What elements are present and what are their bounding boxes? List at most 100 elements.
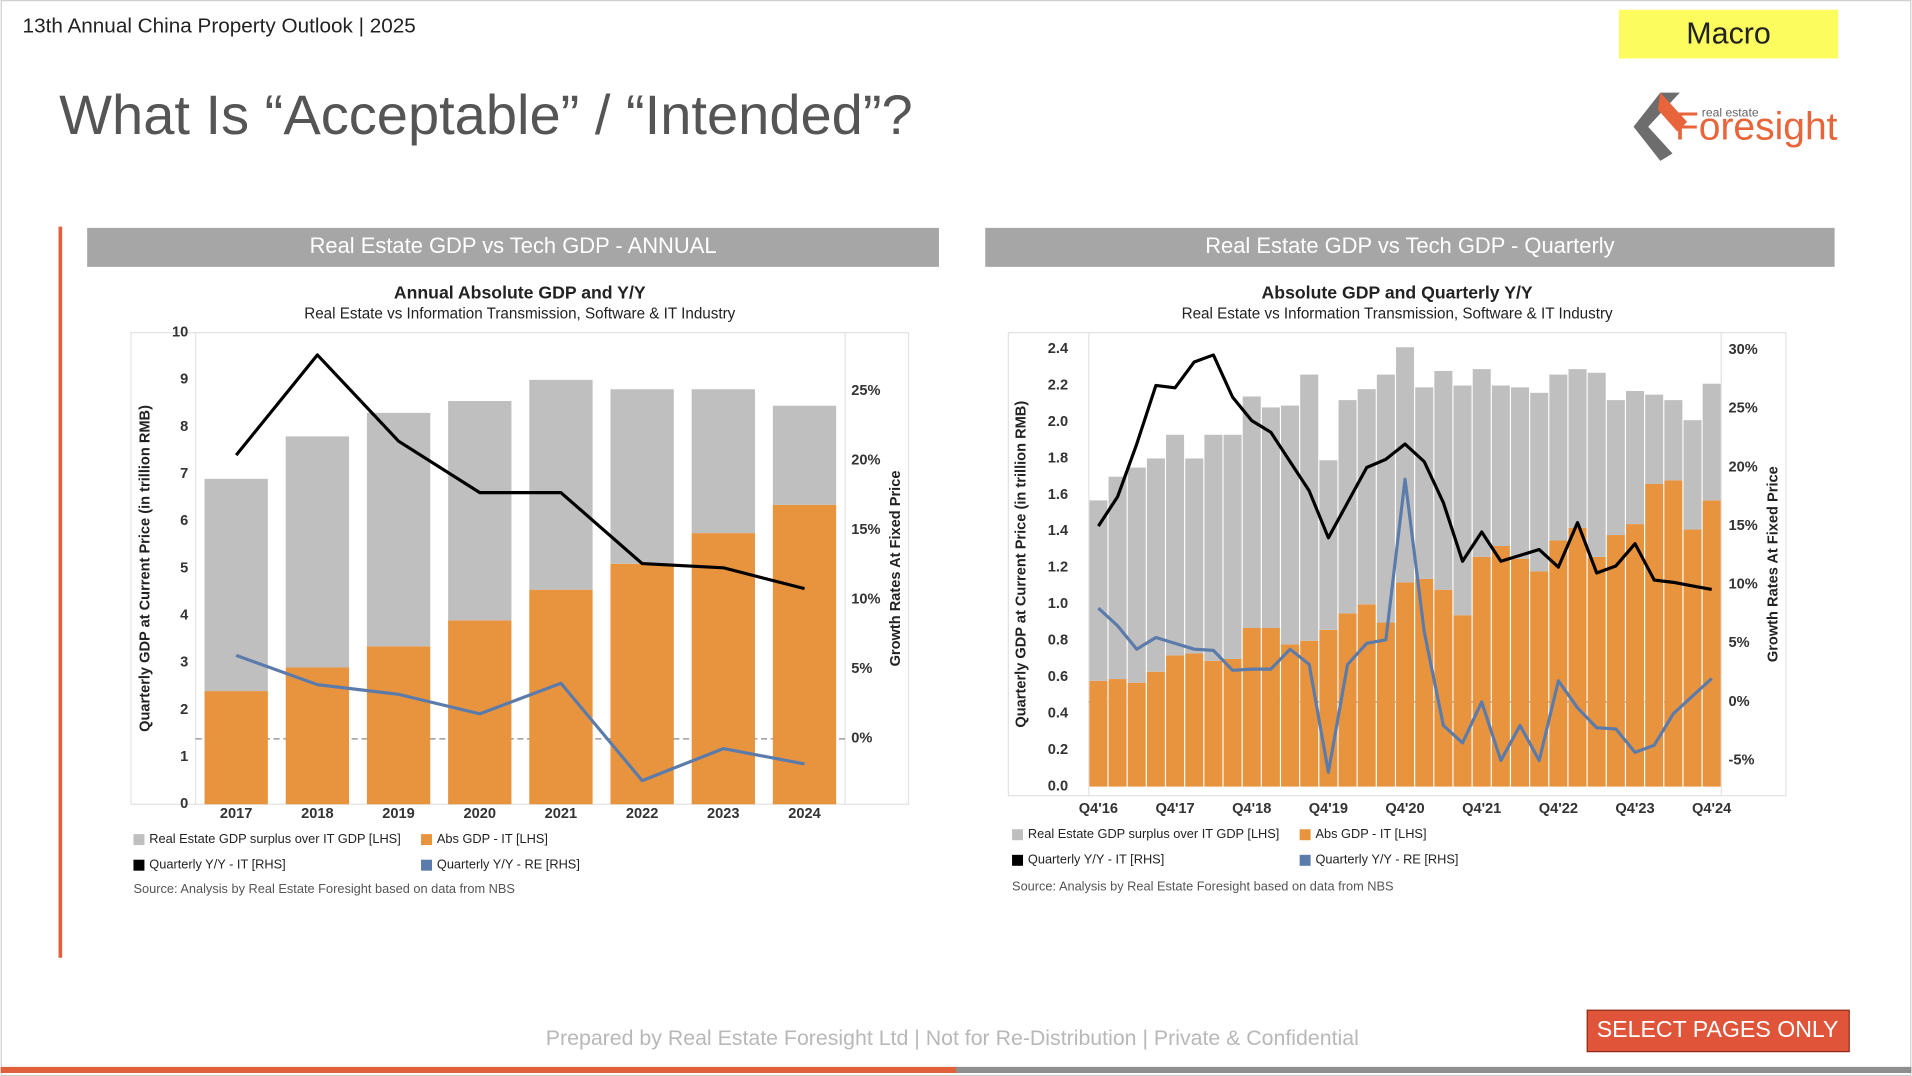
bar [1645,483,1664,787]
panel-title: Real Estate GDP vs Tech GDP - Quarterly [1205,233,1614,258]
bar [1261,628,1280,787]
line-series [1097,477,1713,774]
bar [1530,392,1549,572]
legend-swatch [421,859,433,871]
bar [1683,529,1702,787]
bar [1568,369,1587,528]
x-tick-label: Q4'19 [1309,801,1348,817]
y-tick-label: 1.2 [1048,560,1068,576]
bar [1472,369,1491,557]
bar [1396,582,1415,787]
bar [1702,500,1721,787]
bar [1089,500,1108,681]
x-tick-label: Q4'22 [1539,801,1578,817]
x-tick-label: 2018 [301,806,334,822]
chart-subtitle: Real Estate vs Information Transmission,… [1182,305,1613,322]
x-tick-label: 2023 [707,806,740,822]
bar [204,691,268,805]
logo: real estate Foresight [1633,92,1838,161]
legend-label: Quarterly Y/Y - IT [RHS] [149,857,285,872]
line-series [234,353,805,591]
y-tick-label: 1.8 [1048,450,1068,466]
legend-swatch [1012,829,1024,841]
legend-label: Abs GDP - IT [LHS] [1315,826,1426,841]
y-tick-label: 0.6 [1048,669,1068,685]
bar [1300,640,1319,787]
bar [285,667,350,805]
legend-label: Quarterly Y/Y - IT [RHS] [1028,852,1164,867]
y-tick-label: 2.0 [1048,414,1068,430]
y-tick-label: 4 [180,607,189,623]
y-tick-label: 1.6 [1048,487,1068,503]
bar [1415,387,1434,579]
y-tick-label: 3 [180,655,188,671]
bar [1702,383,1721,501]
x-tick-label: 2020 [464,806,497,822]
panel-banner [985,227,1835,267]
bar [1166,655,1185,787]
bar [1223,658,1242,787]
bar [1664,400,1683,481]
bar [1434,370,1453,590]
bar [1645,394,1664,484]
x-tick-label: Q4'16 [1079,801,1118,817]
plot-frame [130,332,910,805]
legend-label: Abs GDP - IT [LHS] [437,831,548,846]
y-tick-label: 1 [180,749,188,765]
legend-label: Quarterly Y/Y - RE [RHS] [1315,852,1458,867]
x-tick-label: Q4'17 [1155,801,1194,817]
legend-label: Real Estate GDP surplus over IT GDP [LHS… [149,831,400,846]
bar [529,589,593,805]
bar [1549,374,1568,541]
y2-tick-label: 15% [851,522,880,538]
slide-title: What Is “Acceptable” / “Intended”? [59,83,913,146]
bar [1108,679,1127,787]
bar [691,389,755,534]
y-tick-label: 7 [180,466,188,482]
y2-axis-title: Growth Rates At Fixed Price [888,471,904,667]
x-tick-label: 2021 [545,806,578,822]
source-note: Source: Analysis by Real Estate Foresigh… [133,881,515,896]
legend-label: Real Estate GDP surplus over IT GDP [LHS… [1028,826,1279,841]
legend-swatch [421,834,433,846]
bar [529,379,593,590]
badge-label: SELECT PAGES ONLY [1597,1016,1839,1042]
y2-axis-title: Growth Rates At Fixed Price [1766,466,1782,662]
bar [1281,405,1300,645]
y-tick-label: 0 [180,796,188,812]
bar [1491,545,1510,787]
bar [1626,524,1645,787]
y-tick-label: 0.0 [1048,778,1068,794]
line-series [1097,353,1712,591]
bar [610,563,674,805]
x-tick-label: 2022 [626,806,659,822]
y-tick-label: 2 [180,702,188,718]
bar [1453,615,1472,787]
bar [1204,660,1223,787]
x-tick-label: Q4'18 [1232,801,1271,817]
bar [610,389,674,564]
y-tick-label: 5 [180,560,188,576]
bar [1357,389,1376,605]
line-series [235,653,805,783]
bar [1146,671,1165,787]
footer-notice: Prepared by Real Estate Foresight Ltd | … [546,1026,1359,1050]
bar [1127,467,1146,683]
y-tick-label: 6 [180,513,188,529]
bar [204,478,268,692]
y-tick-label: 9 [180,372,188,388]
bar [366,646,431,805]
y2-tick-label: -5% [1729,752,1755,768]
bar [285,436,350,668]
bar [1319,460,1338,630]
bar [772,405,837,505]
logo-big: Foresight [1675,105,1838,148]
bar [1683,420,1702,530]
y-tick-label: 10 [172,325,188,341]
x-tick-label: 2019 [382,806,415,822]
legend-swatch [133,834,145,846]
bar [1357,604,1376,787]
bar [1338,400,1357,614]
bar [1396,347,1415,583]
